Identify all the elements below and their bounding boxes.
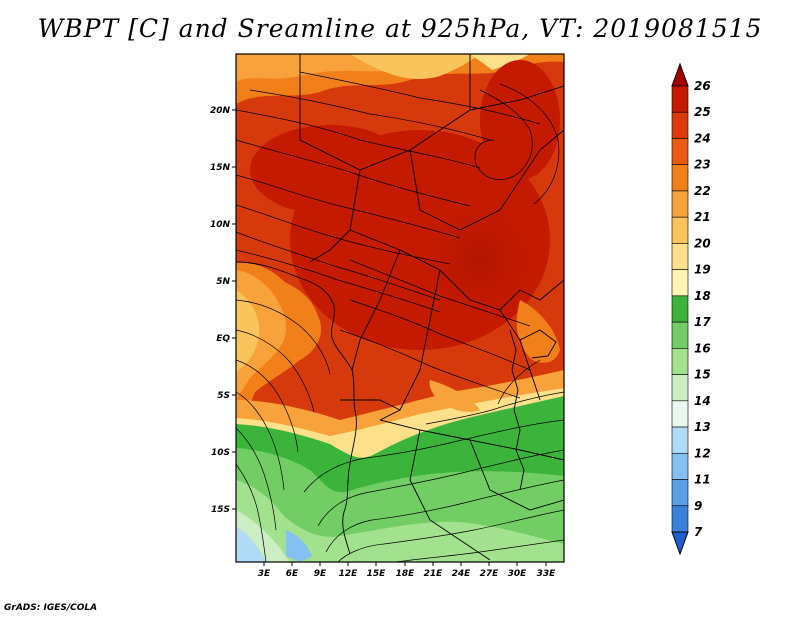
colorbar-label: 18 [694, 289, 711, 303]
colorbar-segment [671, 190, 689, 218]
lat-label: 15N [210, 163, 231, 173]
lat-label: 20N [210, 106, 231, 116]
longitude-ticks [263, 562, 547, 566]
lat-label: 10N [210, 220, 231, 230]
colorbar-top-triangle [671, 62, 689, 87]
lon-label: 6E [286, 569, 299, 579]
lon-label: 27E [480, 569, 500, 579]
colorbar-label: 19 [694, 263, 711, 277]
colorbar-label: 16 [694, 341, 711, 355]
colorbar-segment [671, 138, 689, 166]
colorbar-label: 9 [694, 499, 702, 513]
colorbar-segment [671, 452, 689, 480]
colorbar-label: 24 [694, 131, 711, 145]
lat-label: 15S [211, 505, 230, 515]
lon-label: 21E [424, 569, 444, 579]
colorbar-label: 14 [694, 394, 711, 408]
colorbar-segment [671, 479, 689, 507]
colorbar-segment [671, 269, 689, 297]
colorbar-label: 7 [694, 525, 703, 539]
colorbar-segment [671, 216, 689, 244]
lat-label: 5N [216, 277, 230, 287]
colorbar-label: 20 [694, 236, 711, 250]
colorbar-segment [671, 348, 689, 375]
lon-label: 33E [537, 569, 557, 579]
colorbar-label: 23 [694, 158, 711, 172]
colorbar-segment [671, 111, 689, 139]
wbpt-field [236, 54, 564, 562]
colorbar-label: 17 [694, 315, 711, 329]
colorbar-label: 15 [694, 368, 711, 382]
lat-label: 10S [211, 448, 230, 458]
grads-credit: GrADS: IGES/COLA [4, 603, 98, 613]
colorbar-label: 21 [694, 210, 711, 224]
colorbar-segment [671, 374, 689, 402]
colorbar-label: 13 [694, 420, 711, 434]
colorbar-segment [671, 164, 689, 192]
map-frame [235, 53, 565, 563]
latitude-labels: 20N 15N 10N 5N EQ 5S 10S 15S [210, 106, 231, 515]
colorbar-segment [671, 426, 689, 454]
colorbar-segment [671, 243, 689, 270]
longitude-labels: 3E 6E 9E 12E 15E 18E 21E 24E 27E 30E 33E [258, 569, 556, 579]
latitude-ticks [232, 109, 236, 510]
lon-label: 15E [367, 569, 387, 579]
map-title: WBPT [C] and Sreamline at 925hPa, VT: 20… [37, 14, 763, 43]
colorbar-segment [671, 400, 689, 428]
lat-label: EQ [216, 334, 230, 344]
colorbar-label: 12 [694, 446, 711, 460]
colorbar-segment [671, 505, 689, 533]
lon-label: 9E [314, 569, 327, 579]
lon-label: 24E [452, 569, 472, 579]
colorbar-segment [671, 295, 689, 323]
lon-label: 12E [339, 569, 359, 579]
lon-label: 30E [508, 569, 528, 579]
lon-label: 3E [258, 569, 271, 579]
country-borders [236, 54, 564, 561]
colorbar-label: 22 [694, 184, 711, 198]
colorbar-label: 11 [694, 473, 711, 487]
lat-label: 5S [217, 391, 230, 401]
colorbar-segment [671, 85, 689, 113]
colorbar: 26 25 24 23 22 21 20 19 18 17 16 15 14 13 12 11 9 7 [671, 62, 711, 556]
colorbar-label: 26 [694, 79, 711, 93]
lon-label: 18E [396, 569, 416, 579]
colorbar-bottom-triangle [671, 531, 689, 556]
streamlines [236, 71, 564, 562]
colorbar-segment [671, 321, 689, 349]
colorbar-label: 25 [694, 105, 711, 119]
